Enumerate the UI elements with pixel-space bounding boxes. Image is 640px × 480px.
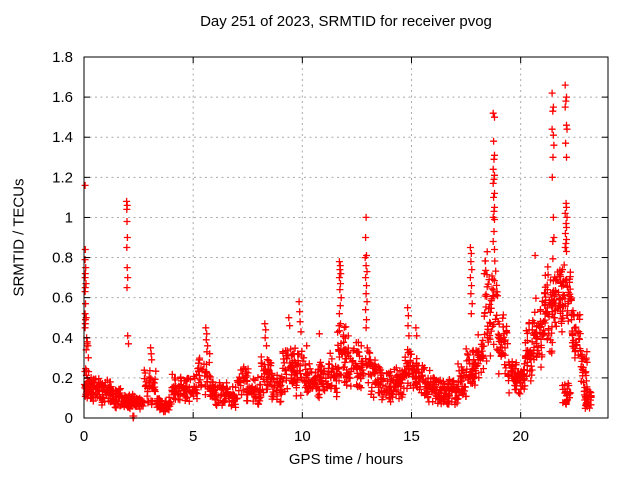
y-tick-label: 1: [65, 209, 73, 226]
x-tick-label: 10: [294, 428, 311, 445]
plot-border: [83, 56, 609, 419]
y-tick-label: 0.4: [52, 330, 73, 347]
x-tick-label: 20: [512, 428, 529, 445]
x-tick-label: 5: [189, 428, 197, 445]
y-tick-label: 1.6: [52, 89, 73, 106]
y-tick-label: 1.2: [52, 169, 73, 186]
x-tick-label: 0: [80, 428, 88, 445]
scatter-points: [80, 81, 595, 422]
chart-title: Day 251 of 2023, SRMTID for receiver pvo…: [200, 13, 492, 30]
y-tick-label: 0.6: [52, 290, 73, 307]
y-tick-label: 0: [65, 410, 73, 427]
y-tick-label: 0.8: [52, 250, 73, 267]
y-tick-label: 1.8: [52, 49, 73, 66]
y-tick-label: 1.4: [52, 129, 73, 146]
x-axis-label: GPS time / hours: [288, 451, 404, 468]
y-tick-label: 0.2: [52, 370, 73, 387]
x-tick-label: 15: [403, 428, 420, 445]
